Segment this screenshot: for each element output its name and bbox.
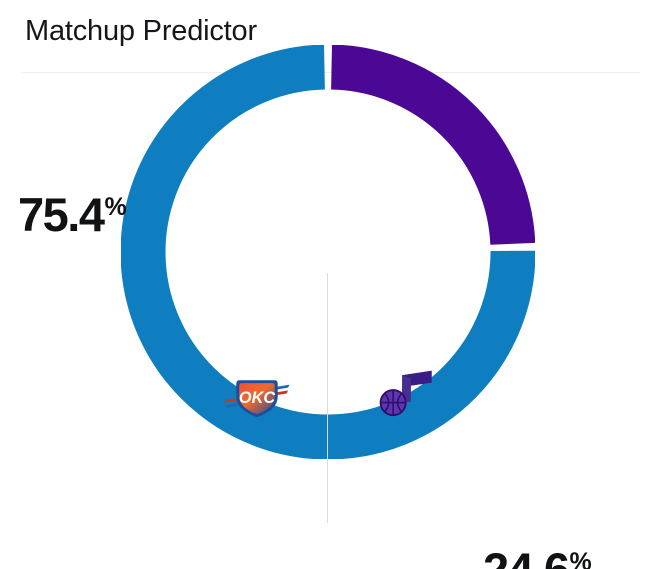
svg-text:OKC: OKC: [239, 389, 275, 407]
away-win-probability: 24.6%: [483, 543, 592, 569]
home-win-probability-symbol: %: [104, 193, 127, 221]
page-title: Matchup Predictor: [25, 15, 257, 47]
home-win-probability: 75.4%: [18, 188, 127, 241]
matchup-donut-chart: OKC 75.4% 24.6%: [0, 45, 660, 569]
utah-jazz-logo-icon: [368, 356, 442, 430]
header-divider: [22, 72, 640, 73]
home-win-probability-value: 75.4: [18, 188, 105, 241]
donut-svg: [121, 45, 535, 459]
donut-slice-home[interactable]: [121, 45, 535, 459]
okc-thunder-logo-icon: OKC: [220, 358, 294, 432]
away-win-probability-value: 24.6: [483, 543, 570, 569]
center-divider-line: [327, 273, 328, 523]
away-win-probability-symbol: %: [569, 548, 592, 569]
donut-slice-away[interactable]: [330, 45, 535, 246]
donut-ring: [121, 45, 535, 459]
card-header: Matchup Predictor: [0, 0, 660, 73]
